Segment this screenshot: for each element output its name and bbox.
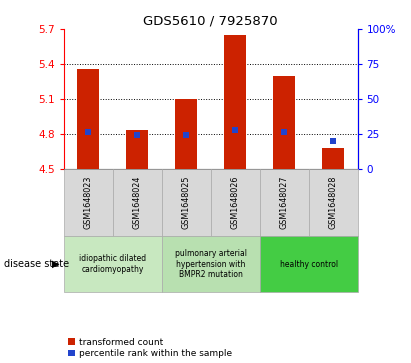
- Bar: [322, 148, 344, 169]
- Text: GSM1648027: GSM1648027: [279, 176, 289, 229]
- Bar: [224, 35, 246, 169]
- Text: GSM1648026: GSM1648026: [231, 176, 240, 229]
- Legend: transformed count, percentile rank within the sample: transformed count, percentile rank withi…: [68, 338, 232, 359]
- Text: GSM1648023: GSM1648023: [84, 176, 93, 229]
- Text: idiopathic dilated
cardiomyopathy: idiopathic dilated cardiomyopathy: [79, 254, 146, 274]
- Bar: [77, 69, 99, 169]
- Text: healthy control: healthy control: [279, 260, 338, 269]
- Text: GSM1648028: GSM1648028: [328, 176, 337, 229]
- Text: GSM1648025: GSM1648025: [182, 176, 191, 229]
- Title: GDS5610 / 7925870: GDS5610 / 7925870: [143, 15, 278, 28]
- Bar: [126, 130, 148, 169]
- Text: disease state: disease state: [4, 259, 72, 269]
- Bar: [175, 99, 197, 169]
- Text: pulmonary arterial
hypertension with
BMPR2 mutation: pulmonary arterial hypertension with BMP…: [175, 249, 247, 279]
- Text: ▶: ▶: [52, 259, 60, 269]
- Text: GSM1648024: GSM1648024: [133, 176, 142, 229]
- Bar: [273, 76, 295, 169]
